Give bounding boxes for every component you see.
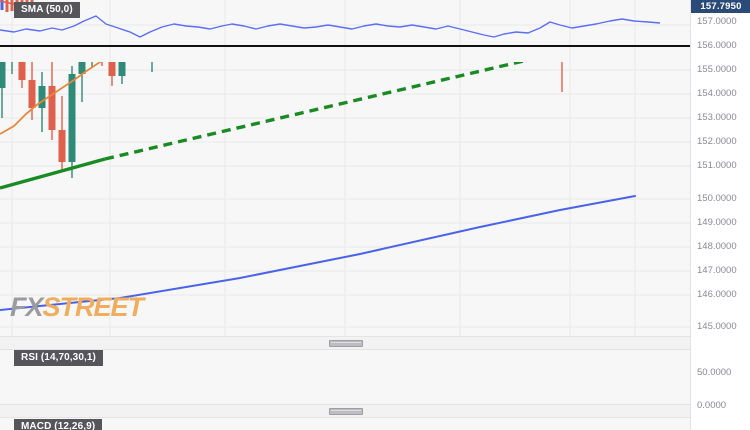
- price-axis-tick: 147.0000: [697, 265, 737, 276]
- price-axis-tick: 154.0000: [697, 88, 737, 99]
- price-axis[interactable]: 157.0000 156.0000 155.0000 154.0000 153.0000…: [690, 0, 750, 430]
- splitter-grip-icon[interactable]: [329, 408, 363, 415]
- rsi-study-label[interactable]: RSI (14,70,30,1): [14, 350, 103, 366]
- sma-study-label[interactable]: SMA (50,0): [14, 2, 80, 18]
- price-axis-tick: 152.0000: [697, 136, 737, 147]
- candle-body: [68, 74, 76, 162]
- candlestick: [68, 66, 76, 178]
- candle-body: [28, 80, 36, 108]
- candlestick: [48, 62, 56, 140]
- splitter-grip-icon[interactable]: [329, 340, 363, 347]
- price-axis-tick: 145.0000: [697, 321, 737, 332]
- macd-histogram-bar: [5, 0, 9, 12]
- macd-pane[interactable]: [0, 0, 690, 14]
- candle-body: [108, 58, 116, 76]
- candle-body: [58, 130, 66, 162]
- candle-body: [18, 44, 26, 80]
- price-axis-tick: 146.0000: [697, 289, 737, 300]
- pane-splitter-price-rsi[interactable]: [0, 336, 690, 350]
- macd-histogram-bar: [30, 0, 34, 3]
- price-axis-tick: 149.0000: [697, 217, 737, 228]
- trendline-solid: [0, 157, 106, 190]
- support-line: [0, 195, 636, 311]
- last-price-badge[interactable]: 157.7950: [691, 0, 750, 13]
- rsi-axis-tick: 50.0000: [697, 367, 732, 378]
- candlestick: [58, 96, 66, 170]
- price-axis-tick: 148.0000: [697, 241, 737, 252]
- price-axis-tick: 155.0000: [697, 64, 737, 75]
- candle-body: [0, 62, 6, 88]
- macd-histogram-bar: [0, 0, 4, 10]
- price-axis-tick: 157.0000: [697, 16, 737, 27]
- price-axis-tick: 151.0000: [697, 160, 737, 171]
- candle-body: [38, 86, 46, 108]
- macd-histogram-bar: [10, 0, 14, 11]
- price-axis-tick: 150.0000: [697, 193, 737, 204]
- price-axis-tick: 156.0000: [697, 40, 737, 51]
- pane-splitter-rsi-macd[interactable]: [0, 404, 690, 418]
- price-axis-tick: 153.0000: [697, 112, 737, 123]
- candle-body: [78, 60, 86, 74]
- rsi-axis-tick: 0.0000: [697, 400, 727, 411]
- rsi-line: [0, 15, 661, 38]
- macd-study-label[interactable]: MACD (12,26,9): [14, 419, 103, 430]
- candle-body: [48, 86, 56, 130]
- macd-plot: [0, 0, 636, 14]
